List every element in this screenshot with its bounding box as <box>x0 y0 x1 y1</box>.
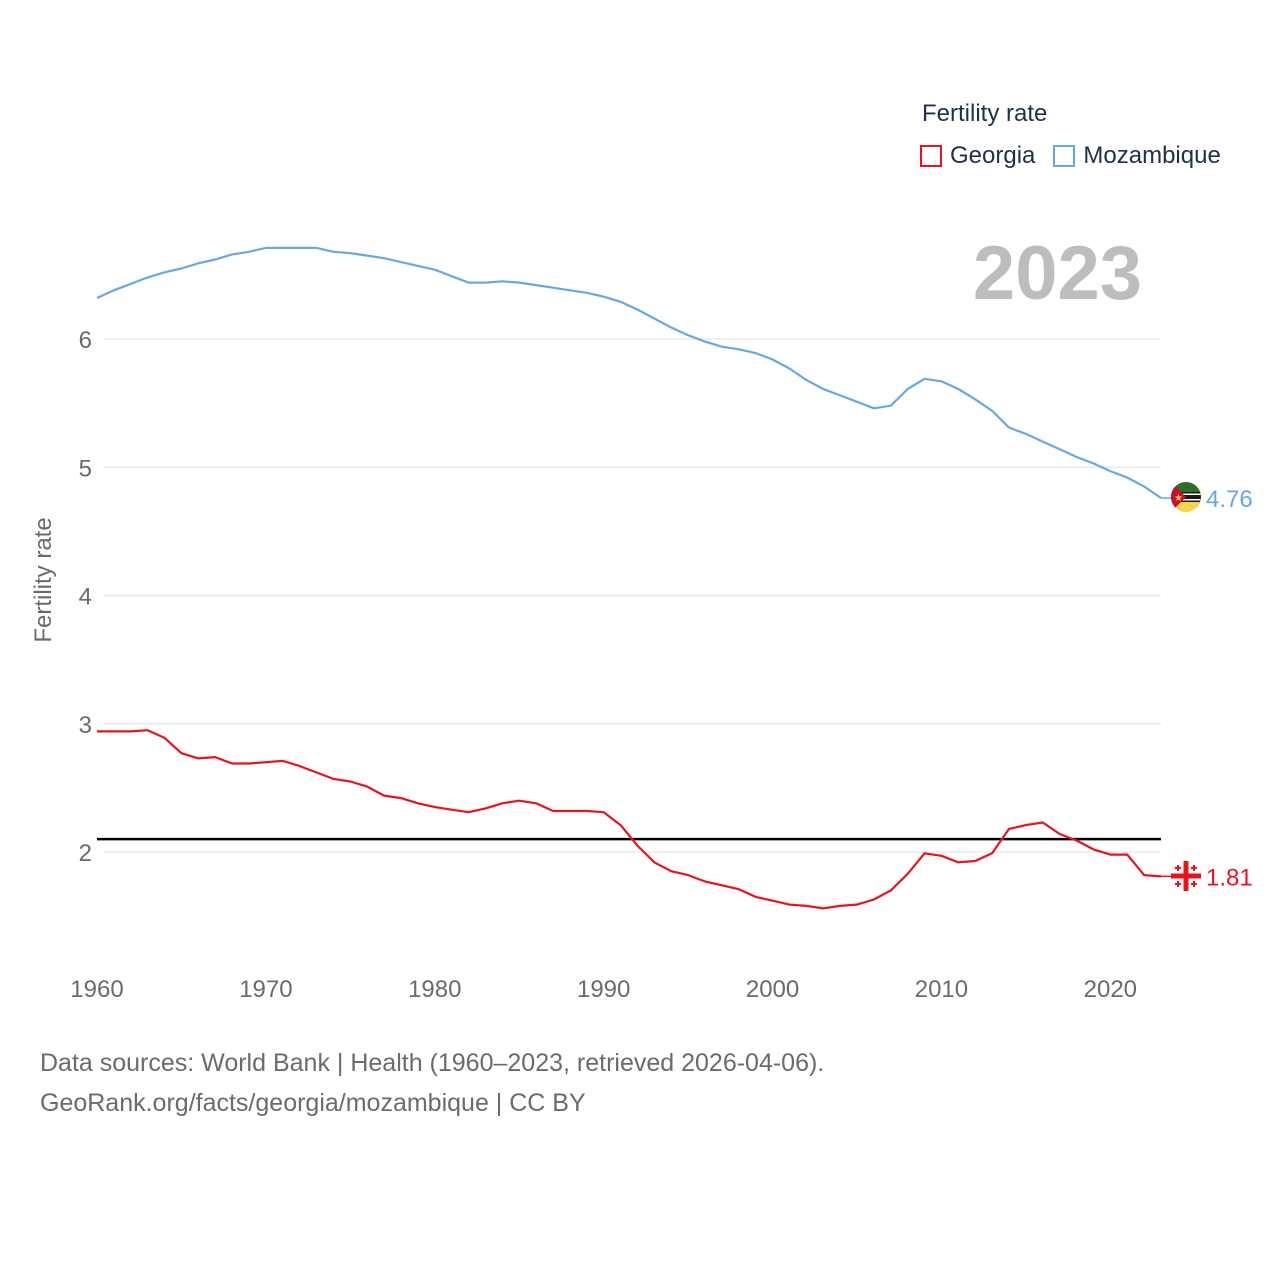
series-lines: 1.81 4.76 <box>96 246 1253 910</box>
x-tick-label: 1960 <box>70 976 123 1003</box>
legend-title: Fertility rate <box>922 100 1048 127</box>
svg-text:★: ★ <box>1174 493 1183 504</box>
x-tick-label: 1980 <box>408 976 461 1003</box>
legend-item-mozambique[interactable]: Mozambique <box>1053 142 1221 170</box>
legend-item-georgia[interactable]: Georgia <box>920 142 1035 170</box>
y-tick-label: 4 <box>79 584 92 611</box>
footer: Data sources: World Bank | Health (1960–… <box>40 1043 824 1123</box>
data-sources-text: Data sources: World Bank | Health (1960–… <box>40 1049 825 1077</box>
legend-label-georgia: Georgia <box>950 142 1036 169</box>
series-line-mozambique <box>96 246 1162 499</box>
legend-swatch-georgia <box>920 145 942 167</box>
x-tick-label: 2010 <box>915 976 968 1003</box>
y-axis-ticks: 2 3 4 5 6 <box>79 327 92 867</box>
georgia-flag-icon <box>1171 861 1201 891</box>
x-tick-label: 2000 <box>746 976 799 1003</box>
y-axis-label: Fertility rate <box>30 517 57 642</box>
series-line-georgia <box>97 729 1162 910</box>
end-value-label-georgia: 1.81 <box>1206 864 1253 891</box>
legend-label-mozambique: Mozambique <box>1083 142 1221 169</box>
grid-lines <box>103 338 1161 853</box>
x-tick-label: 1970 <box>239 976 292 1003</box>
y-tick-label: 6 <box>79 327 92 354</box>
x-tick-label: 1990 <box>577 976 630 1003</box>
end-value-label-mozambique: 4.76 <box>1206 486 1253 513</box>
end-markers: ★ <box>1171 482 1201 891</box>
y-tick-label: 5 <box>79 455 92 482</box>
x-tick-label: 2020 <box>1084 976 1137 1003</box>
legend: Georgia Mozambique <box>920 142 1239 170</box>
y-tick-label: 3 <box>79 712 92 739</box>
current-year-label: 2023 <box>972 231 1142 316</box>
y-tick-label: 2 <box>79 840 92 867</box>
mozambique-flag-icon: ★ <box>1171 482 1201 512</box>
x-axis-ticks: 1960 1970 1980 1990 2000 2010 2020 <box>70 976 1137 1003</box>
source-link[interactable]: GeoRank.org/facts/georgia/mozambique | C… <box>40 1089 586 1117</box>
legend-swatch-mozambique <box>1053 145 1076 167</box>
